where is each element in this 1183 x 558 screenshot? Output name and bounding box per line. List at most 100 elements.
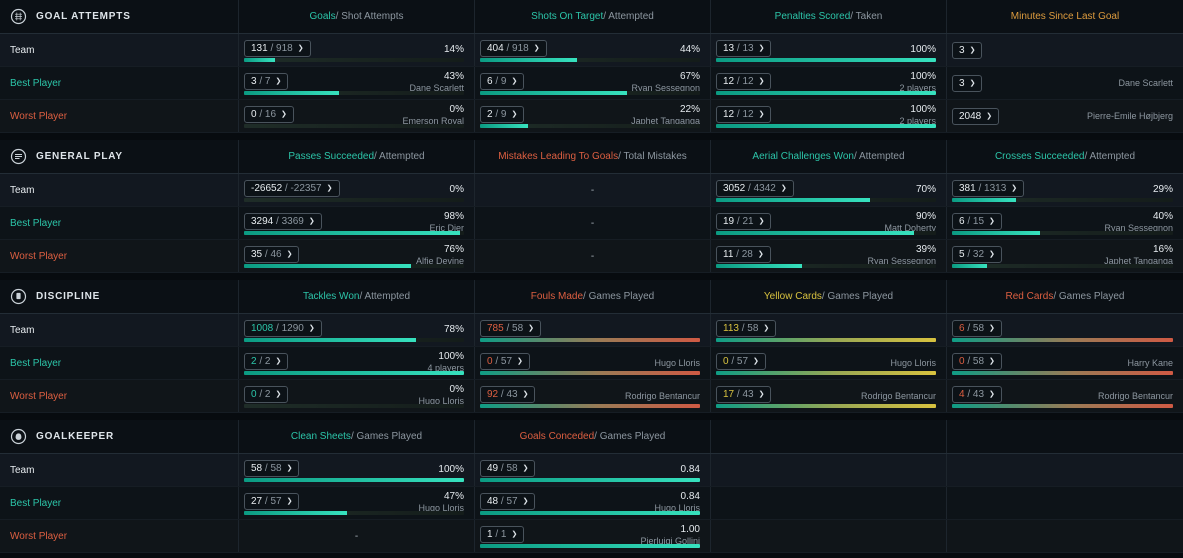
stat-pill[interactable]: 6 / 15 ❯ [952,213,1002,230]
stat-pill[interactable]: 1 / 1 ❯ [480,526,525,543]
stat-pill[interactable]: 6 / 9 ❯ [480,73,525,90]
stat-cell: 3 ❯ [946,34,1183,66]
stat-cell: 11 / 28 ❯ 39% Ryan Sessegnon [710,240,946,272]
stat-pill[interactable]: 11 / 28 ❯ [716,246,771,263]
stat-pill[interactable]: 381 / 1313 ❯ [952,180,1025,197]
stat-value: 1 [487,528,493,540]
chevron-right-icon: ❯ [758,218,765,225]
stat-pill[interactable]: 785 / 58 ❯ [480,320,542,337]
stat-pill[interactable]: 1008 / 1290 ❯ [244,320,322,337]
stat-readout: 43% Dane Scarlett [409,71,464,94]
column-header-secondary: / Attempted [374,151,425,162]
column-header: Crosses Succeeded / Attempted [946,140,1183,173]
column-header: Red Cards / Games Played [946,280,1183,313]
stat-pill[interactable]: 3 / 7 ❯ [244,73,289,90]
stat-pill[interactable]: 4 / 43 ❯ [952,386,1002,403]
stat-pill[interactable]: 6 / 58 ❯ [952,320,1002,337]
column-header-primary: Clean Sheets [290,431,351,442]
stat-pill[interactable]: 27 / 57 ❯ [244,493,300,510]
stat-pill[interactable]: 0 / 2 ❯ [244,386,289,403]
stat-value: 17 [723,388,735,400]
stat-pill[interactable]: 92 / 43 ❯ [480,386,536,403]
chevron-right-icon: ❯ [286,251,293,258]
progress-bar [244,91,464,95]
stat-pill[interactable]: 3052 / 4342 ❯ [716,180,794,197]
stat-row: Worst Player 0 / 2 ❯ 0% Hugo Lloris 92 / 43 ❯ R… [0,380,1183,413]
stat-pill[interactable]: 3 ❯ [952,75,983,92]
stat-percent: 22% [679,104,700,115]
progress-fill [952,198,1017,202]
stat-cell: 92 / 43 ❯ Rodrigo Bentancur [474,380,710,412]
stat-percent: 47% [443,491,464,502]
stat-percent: 100% [438,351,464,362]
stat-pill[interactable]: 12 / 12 ❯ [716,106,772,123]
progress-bar [952,231,1173,235]
column-header-secondary: / Taken [850,11,883,22]
progress-fill [480,404,700,408]
stat-total: / 9 [492,108,507,120]
stat-pill[interactable]: 0 / 57 ❯ [480,353,530,370]
stat-pill[interactable]: 3294 / 3369 ❯ [244,213,322,230]
stat-total: / 58 [738,322,759,334]
stat-readout: 100% [910,44,936,56]
stat-pill[interactable]: 2 / 2 ❯ [244,353,289,370]
stat-pill[interactable]: -26652 / -22357 ❯ [244,180,340,197]
stat-pill[interactable]: 0 / 57 ❯ [716,353,766,370]
stat-pill[interactable]: 12 / 12 ❯ [716,73,772,90]
stat-row: Worst Player - 1 / 1 ❯ 1.00 Pierluigi Gollini [0,520,1183,553]
stat-percent: 44% [679,44,700,55]
stat-percent: 78% [443,324,464,335]
stat-readout: 100% 2 players [899,104,936,127]
stat-pill[interactable]: 13 / 13 ❯ [716,40,772,57]
column-header-secondary: / Shot Attempts [335,11,404,22]
stat-pill[interactable]: 2048 ❯ [952,108,1000,125]
progress-bar [480,404,700,408]
stat-pill[interactable]: 19 / 21 ❯ [716,213,772,230]
stat-total: / -22357 [282,182,322,194]
row-label: Team [10,324,35,336]
stat-cell: - [474,240,710,272]
stat-cell: 12 / 12 ❯ 100% 2 players [710,67,946,99]
stat-cell: 0 / 57 ❯ Hugo Lloris [474,347,710,379]
chevron-right-icon: ❯ [511,78,518,85]
progress-bar [480,58,700,62]
stat-cell: 404 / 918 ❯ 44% [474,34,710,66]
stat-row: Best Player 3294 / 3369 ❯ 98% Eric Dier - 19 /… [0,207,1183,240]
row-label-cell: Team [0,34,238,66]
stat-pill[interactable]: 35 / 46 ❯ [244,246,300,263]
progress-bar [244,231,464,235]
chevron-right-icon: ❯ [326,185,333,192]
stat-total: / 12 [734,108,754,120]
stat-pill[interactable]: 49 / 58 ❯ [480,460,536,477]
stat-value: 6 [959,215,965,227]
stat-value: 0 [959,355,965,367]
section-header-row: GOALKEEPER Clean Sheets / Games Played Goa… [0,420,1183,454]
stat-pill[interactable]: 2 / 9 ❯ [480,106,525,123]
section-title: DISCIPLINE [36,291,101,302]
stat-cell: 19 / 21 ❯ 90% Matt Doherty [710,207,946,239]
stat-cell [710,487,946,519]
stat-cell: 113 / 58 ❯ [710,314,946,346]
stat-player-name: Pierre-Emile Højbjerg [1086,111,1173,121]
stat-pill[interactable]: 0 / 58 ❯ [952,353,1002,370]
stat-player-name: 4 players [427,363,464,373]
stat-pill[interactable]: 0 / 16 ❯ [244,106,294,123]
stat-pill[interactable]: 58 / 58 ❯ [244,460,300,477]
chevron-right-icon: ❯ [989,325,995,332]
stat-cell: 49 / 58 ❯ 0.84 [474,454,710,486]
stat-pill[interactable]: 113 / 58 ❯ [716,320,777,337]
column-header: Goals / Shot Attempts [238,0,474,33]
stat-percent: 16% [1152,244,1173,255]
stat-pill[interactable]: 17 / 43 ❯ [716,386,772,403]
stat-value: 58 [251,462,263,474]
progress-bar [480,371,700,375]
progress-fill [716,58,936,62]
stat-pill[interactable]: 131 / 918 ❯ [244,40,311,57]
column-header: Goals Conceded / Games Played [474,420,710,453]
stat-pill[interactable]: 48 / 57 ❯ [480,493,536,510]
progress-bar [952,264,1173,268]
stat-pill[interactable]: 3 ❯ [952,42,983,59]
stat-pill[interactable]: 404 / 918 ❯ [480,40,547,57]
stat-row: Team -26652 / -22357 ❯ 0% - 3052 / 4342 ❯ 70% 38… [0,174,1183,207]
stat-pill[interactable]: 5 / 32 ❯ [952,246,1002,263]
